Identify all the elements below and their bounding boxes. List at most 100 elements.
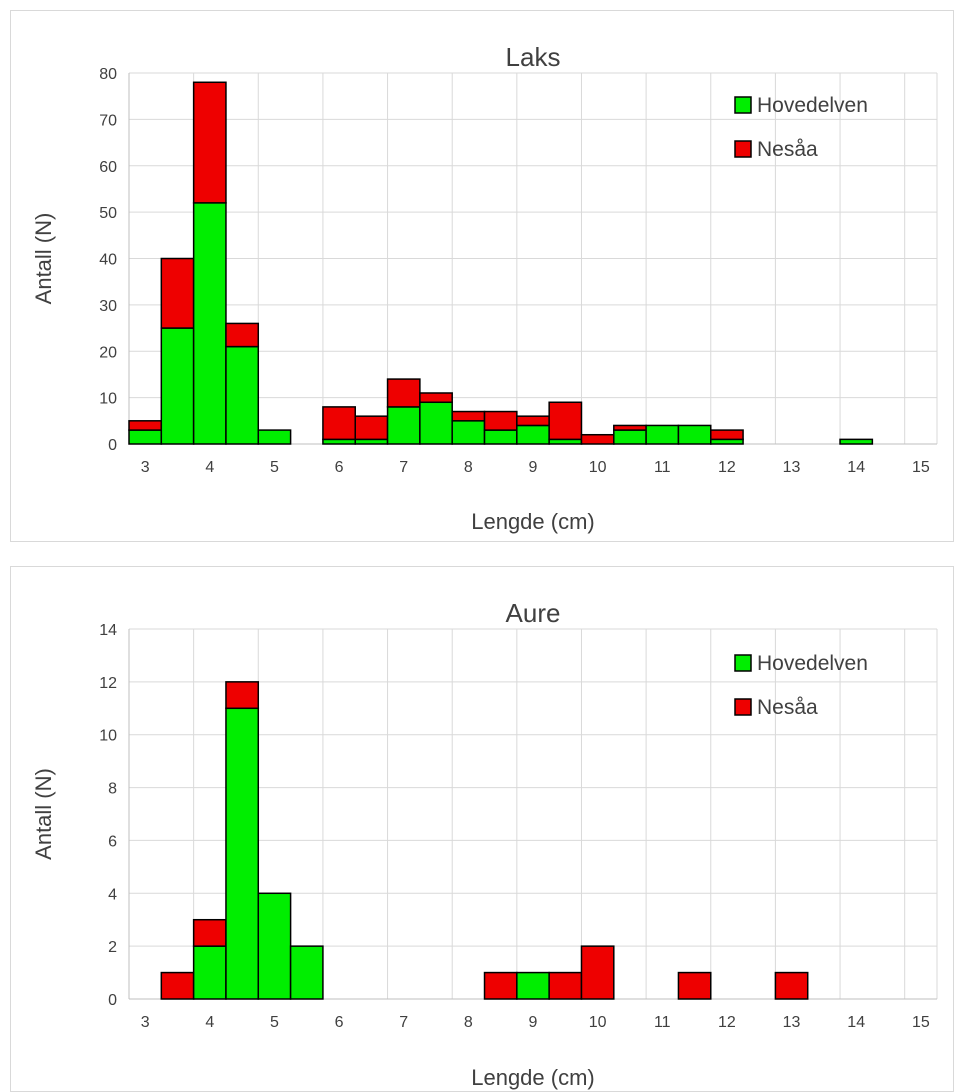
bar-nesa-3	[128, 420, 163, 431]
bar-nesa-8	[451, 410, 486, 422]
y-tick-label: 4	[108, 886, 117, 903]
legend-label: Hovedelven	[757, 94, 868, 117]
x-tick-label: 4	[205, 1014, 214, 1031]
bar-nesa-8_5	[483, 971, 518, 1000]
y-tick-label: 12	[99, 675, 117, 692]
bar-hovedelven-5_5	[289, 945, 324, 1000]
bar-hovedelven-4_5	[225, 707, 260, 1000]
y-tick-label: 60	[99, 159, 117, 176]
x-tick-label: 5	[270, 1014, 279, 1031]
x-tick-label: 12	[718, 1014, 736, 1031]
bar-nesa-10	[580, 945, 615, 1000]
x-axis-label: Lengde (cm)	[471, 509, 595, 534]
bar-nesa-10_5	[613, 424, 647, 431]
bar-nesa-11_5	[677, 971, 712, 1000]
chart-panel-aure: 0 2 4 6 8 10 12 14 3 4 5 6 7 8 9 10 11 12 13 14 15 Aure Lengde…	[10, 566, 954, 1092]
x-tick-label: 4	[205, 459, 214, 476]
chart-laks: 0 10 20 30 40 50 60 70 80 3 4 5 6 7 8 9 10 11 12 13 14 15 Laks…	[31, 42, 938, 534]
y-tick-label: 20	[99, 344, 117, 361]
bar-nesa-12	[710, 429, 744, 441]
legend-swatch	[734, 698, 752, 716]
bar-hovedelven-14	[839, 438, 874, 445]
x-tick-label: 9	[529, 459, 538, 476]
legend-label: Nesåa	[757, 138, 818, 161]
y-axis-label: Antall (N)	[31, 768, 56, 860]
chart-title: Laks	[506, 42, 561, 72]
bar-nesa-8_5	[483, 410, 518, 431]
y-axis-label: Antall (N)	[31, 213, 56, 305]
bar-hovedelven-10_5	[613, 429, 647, 445]
x-tick-label: 3	[141, 459, 150, 476]
y-tick-label: 2	[108, 939, 117, 956]
legend-label: Nesåa	[757, 696, 818, 719]
bar-hovedelven-3	[128, 429, 163, 445]
y-tick-label: 0	[108, 992, 117, 1009]
bar-nesa-3_5	[160, 257, 195, 329]
x-tick-label: 12	[718, 459, 736, 476]
bar-hovedelven-7_5	[419, 401, 453, 445]
y-tick-label: 10	[99, 391, 117, 408]
x-tick-label: 14	[847, 1014, 865, 1031]
x-tick-label: 6	[335, 459, 344, 476]
bar-nesa-4_5	[225, 681, 260, 710]
legend-swatch	[734, 96, 752, 114]
bar-nesa-6_5	[354, 415, 389, 441]
bar-hovedelven-4_5	[225, 345, 260, 445]
y-tick-label: 70	[99, 112, 117, 129]
bar-nesa-9_5	[548, 971, 583, 1000]
bar-nesa-7_5	[419, 392, 453, 404]
y-tick-label: 80	[99, 66, 117, 83]
bar-nesa-9	[516, 415, 550, 427]
bar-nesa-7	[386, 378, 421, 408]
x-tick-label: 8	[464, 1014, 473, 1031]
bar-hovedelven-9	[516, 971, 550, 1000]
x-tick-label: 7	[399, 459, 408, 476]
bar-hovedelven-5	[257, 429, 292, 445]
bar-hovedelven-8	[451, 420, 486, 445]
x-tick-label: 15	[912, 459, 930, 476]
x-tick-label: 13	[783, 459, 801, 476]
bar-hovedelven-8_5	[483, 429, 518, 445]
y-tick-label: 8	[108, 781, 117, 798]
chart-title: Aure	[506, 598, 561, 628]
x-tick-label: 5	[270, 459, 279, 476]
x-tick-label: 15	[912, 1014, 930, 1031]
bar-nesa-3_5	[160, 971, 195, 1000]
x-tick-label: 11	[654, 1014, 671, 1031]
bar-hovedelven-7	[386, 406, 421, 445]
y-tick-label: 50	[99, 205, 117, 222]
x-tick-label: 13	[783, 1014, 801, 1031]
bar-nesa-4	[192, 81, 227, 204]
bar-nesa-10	[580, 433, 615, 445]
bar-hovedelven-9	[516, 424, 550, 445]
legend-swatch	[734, 140, 752, 158]
y-tick-label: 0	[108, 437, 117, 454]
bar-hovedelven-11	[645, 424, 680, 445]
x-tick-label: 14	[847, 459, 865, 476]
bar-nesa-4	[192, 918, 227, 947]
x-axis-label: Lengde (cm)	[471, 1065, 595, 1090]
x-tick-label: 8	[464, 459, 473, 476]
bar-nesa-4_5	[225, 322, 260, 348]
y-tick-label: 10	[99, 728, 117, 745]
chart-panel-laks: 0 10 20 30 40 50 60 70 80 3 4 5 6 7 8 9 10 11 12 13 14 15 Laks…	[10, 10, 954, 542]
y-tick-label: 6	[108, 833, 117, 850]
legend-swatch	[734, 654, 752, 672]
x-tick-label: 10	[589, 459, 607, 476]
bar-hovedelven-3_5	[160, 327, 195, 445]
bar-hovedelven-4	[192, 202, 227, 445]
y-tick-label: 14	[99, 622, 117, 639]
bar-nesa-6	[322, 406, 356, 441]
x-tick-label: 7	[399, 1014, 408, 1031]
x-tick-label: 3	[141, 1014, 150, 1031]
bar-nesa-13	[774, 971, 809, 1000]
legend-label: Hovedelven	[757, 652, 868, 675]
chart-aure: 0 2 4 6 8 10 12 14 3 4 5 6 7 8 9 10 11 12 13 14 15 Aure Lengde…	[31, 598, 938, 1090]
x-tick-label: 11	[654, 459, 671, 476]
x-tick-label: 10	[589, 1014, 607, 1031]
x-tick-label: 6	[335, 1014, 344, 1031]
bar-nesa-9_5	[548, 401, 583, 441]
x-tick-label: 9	[529, 1014, 538, 1031]
y-tick-label: 40	[99, 252, 117, 269]
bar-hovedelven-5	[257, 892, 292, 1000]
